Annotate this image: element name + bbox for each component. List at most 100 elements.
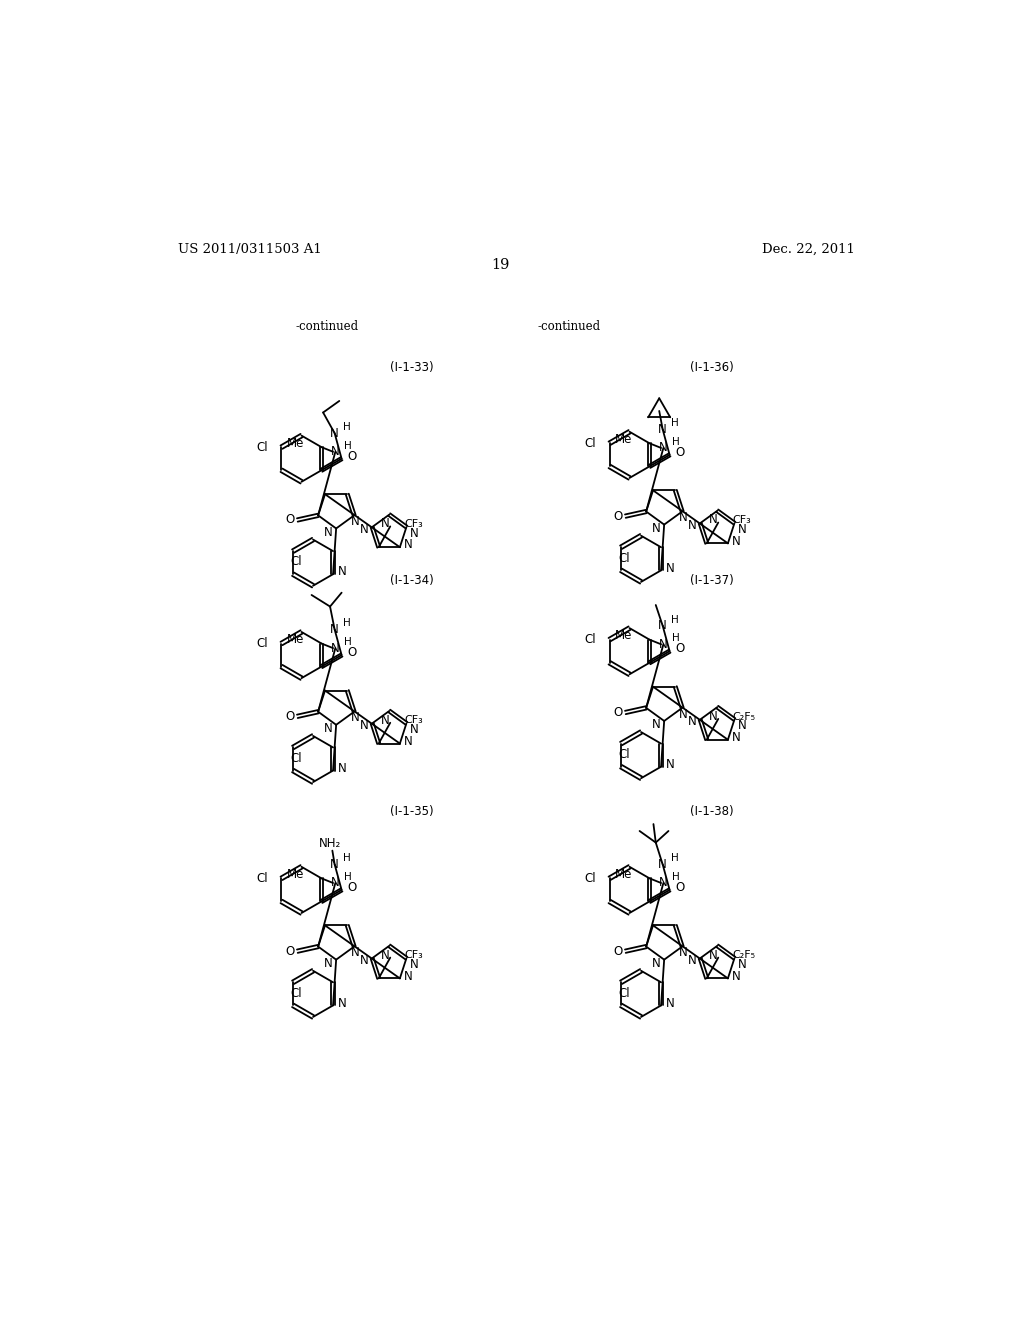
Text: N: N [338, 997, 347, 1010]
Text: N: N [688, 519, 697, 532]
Text: N: N [351, 946, 360, 960]
Text: N: N [410, 723, 419, 737]
Text: N: N [403, 970, 413, 982]
Text: H: H [343, 422, 351, 432]
Text: 19: 19 [490, 257, 509, 272]
Text: CF₃: CF₃ [404, 715, 423, 726]
Text: O: O [348, 880, 357, 894]
Text: Me: Me [614, 630, 632, 643]
Text: N: N [658, 858, 667, 871]
Text: N: N [659, 441, 668, 454]
Text: (I-1-35): (I-1-35) [390, 805, 433, 818]
Text: Cl: Cl [618, 552, 630, 565]
Text: N: N [331, 858, 339, 871]
Text: N: N [666, 561, 675, 574]
Text: N: N [679, 946, 688, 960]
Text: N: N [709, 513, 718, 527]
Text: O: O [285, 945, 294, 958]
Text: O: O [676, 446, 685, 459]
Text: N: N [659, 638, 668, 651]
Text: Me: Me [614, 433, 632, 446]
Text: N: N [410, 958, 419, 972]
Text: Cl: Cl [291, 556, 302, 569]
Text: N: N [381, 714, 390, 727]
Text: N: N [709, 710, 718, 723]
Text: H: H [671, 853, 679, 863]
Text: Dec. 22, 2011: Dec. 22, 2011 [762, 243, 855, 256]
Text: O: O [676, 643, 685, 656]
Text: O: O [285, 513, 294, 527]
Text: N: N [679, 708, 688, 721]
Text: H: H [672, 437, 680, 446]
Text: N: N [324, 525, 333, 539]
Text: N: N [360, 719, 369, 733]
Text: C₂F₅: C₂F₅ [732, 711, 755, 722]
Text: N: N [737, 958, 746, 972]
Text: N: N [338, 565, 347, 578]
Text: -continued: -continued [538, 319, 601, 333]
Text: (I-1-38): (I-1-38) [690, 805, 734, 818]
Text: H: H [344, 441, 351, 450]
Text: N: N [331, 426, 339, 440]
Text: H: H [344, 638, 351, 647]
Text: N: N [659, 876, 668, 890]
Text: Cl: Cl [291, 751, 302, 764]
Text: N: N [324, 722, 333, 735]
Text: N: N [331, 876, 340, 890]
Text: N: N [658, 422, 667, 436]
Text: Me: Me [287, 437, 304, 450]
Text: H: H [344, 871, 351, 882]
Text: Me: Me [287, 869, 304, 880]
Text: N: N [403, 539, 413, 552]
Text: CF₃: CF₃ [732, 515, 751, 525]
Text: O: O [613, 706, 623, 719]
Text: N: N [666, 997, 675, 1010]
Text: Cl: Cl [584, 437, 596, 450]
Text: Cl: Cl [584, 871, 596, 884]
Text: Cl: Cl [618, 748, 630, 760]
Text: N: N [709, 949, 718, 961]
Text: Cl: Cl [256, 871, 267, 884]
Text: H: H [343, 619, 351, 628]
Text: N: N [688, 715, 697, 729]
Text: N: N [737, 719, 746, 733]
Text: N: N [381, 949, 390, 961]
Text: CF₃: CF₃ [404, 519, 423, 529]
Text: O: O [348, 450, 357, 463]
Text: N: N [331, 623, 339, 636]
Text: N: N [331, 445, 340, 458]
Text: N: N [732, 731, 740, 744]
Text: (I-1-37): (I-1-37) [690, 574, 734, 587]
Text: Cl: Cl [618, 986, 630, 999]
Text: H: H [672, 871, 680, 882]
Text: Cl: Cl [291, 986, 302, 999]
Text: (I-1-33): (I-1-33) [390, 362, 433, 375]
Text: N: N [732, 535, 740, 548]
Text: Me: Me [614, 869, 632, 880]
Text: US 2011/0311503 A1: US 2011/0311503 A1 [178, 243, 323, 256]
Text: N: N [351, 711, 360, 725]
Text: Cl: Cl [584, 634, 596, 647]
Text: N: N [732, 970, 740, 982]
Text: N: N [360, 954, 369, 968]
Text: Cl: Cl [256, 441, 267, 454]
Text: Cl: Cl [256, 638, 267, 649]
Text: (I-1-36): (I-1-36) [690, 362, 734, 375]
Text: N: N [331, 642, 340, 655]
Text: O: O [676, 880, 685, 894]
Text: (I-1-34): (I-1-34) [390, 574, 433, 587]
Text: H: H [671, 615, 679, 624]
Text: H: H [672, 634, 680, 643]
Text: O: O [613, 945, 623, 958]
Text: N: N [360, 523, 369, 536]
Text: CF₃: CF₃ [404, 950, 423, 960]
Text: N: N [381, 517, 390, 531]
Text: H: H [671, 418, 679, 428]
Text: N: N [679, 511, 688, 524]
Text: NH₂: NH₂ [318, 837, 341, 850]
Text: N: N [652, 957, 660, 970]
Text: N: N [652, 521, 660, 535]
Text: O: O [613, 510, 623, 523]
Text: N: N [737, 523, 746, 536]
Text: N: N [658, 619, 667, 632]
